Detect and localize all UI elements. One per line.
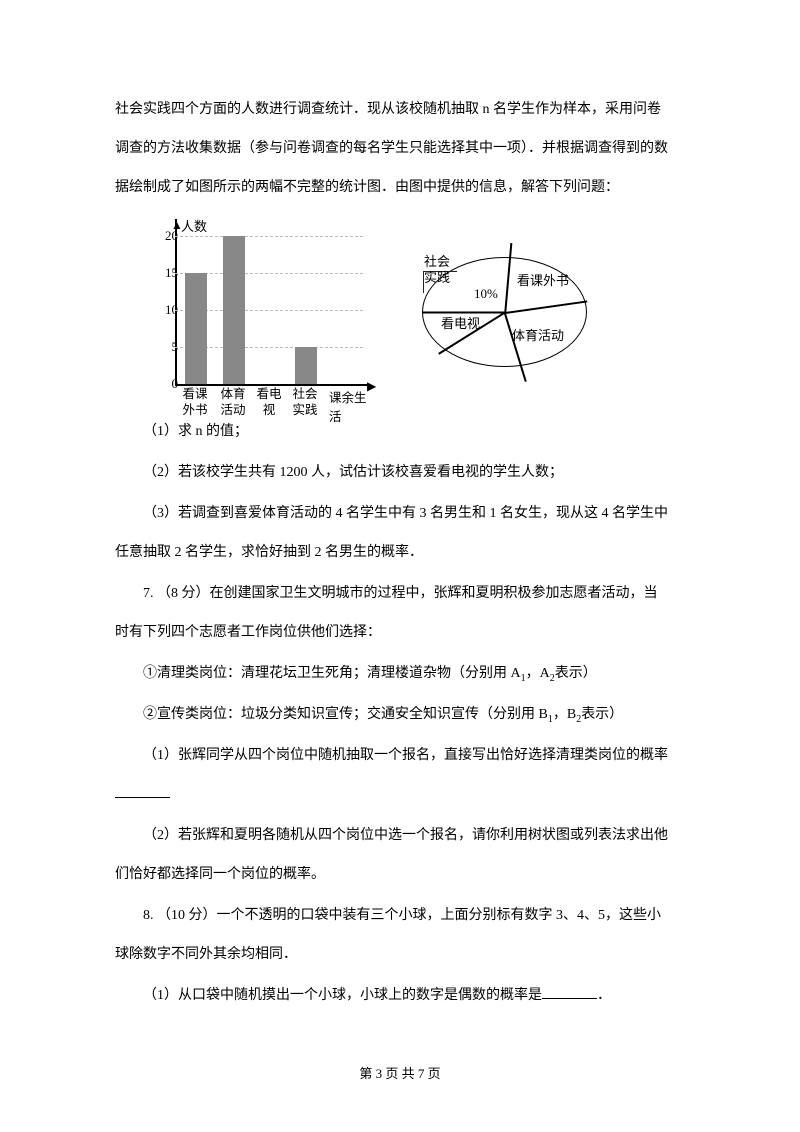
p7a2: 时有下列四个志愿者工作岗位供他们选择： xyxy=(115,615,685,650)
tick-5: 5 xyxy=(143,339,178,355)
tick-15: 15 xyxy=(143,265,178,281)
xlab-sports: 体育活动 xyxy=(217,387,249,418)
p7a: 7. （8 分）在创建国家卫生文明城市的过程中，张辉和夏明积极参加志愿者活动，当 xyxy=(115,576,685,611)
tick-20: 20 xyxy=(143,228,178,244)
p8b: 球除数字不同外其余均相同． xyxy=(115,937,685,972)
page-content: 社会实践四个方面的人数进行调查统计．现从该校随机抽取 n 名学生作为样本，采用问… xyxy=(0,0,800,1013)
xlab-tv: 看电视 xyxy=(253,387,285,418)
pie-label-tv: 看电视 xyxy=(441,317,480,332)
bar-social xyxy=(295,347,317,384)
page-footer: 第 3 页 共 7 页 xyxy=(0,1063,800,1082)
pie-pct: 10% xyxy=(474,287,498,302)
q1: （1）求 n 的值； xyxy=(115,414,685,449)
pie-label-books: 看课外书 xyxy=(517,274,569,289)
answer-blank-2[interactable] xyxy=(542,985,597,999)
intro-line-1: 社会实践四个方面的人数进行调查统计．现从该校随机抽取 n 名学生作为样本，采用问… xyxy=(115,92,685,127)
pie-label-social-1: 社会 xyxy=(424,255,450,270)
charts-container: ▲ ▶ 人数 0 5 10 15 20 看课外书 体育活动 看电视 社会实践 课… xyxy=(143,219,685,404)
bar-books xyxy=(185,273,207,384)
pie-label-sports: 体育活动 xyxy=(512,329,564,344)
p8q1: （1）从口袋中随机摸出一个小球，小球上的数字是偶数的概率是． xyxy=(115,978,685,1013)
xlab-books: 看课外书 xyxy=(179,387,211,418)
p7q2a: （2）若张辉和夏明各随机从四个岗位中选一个报名，请你利用树状图或列表法求出他 xyxy=(115,818,685,853)
q2: （2）若该校学生共有 1200 人，试估计该校喜爱看电视的学生人数； xyxy=(115,455,685,490)
q3b: 任意抽取 2 名学生，求恰好抽到 2 名男生的概率． xyxy=(115,535,685,570)
answer-blank-1[interactable] xyxy=(115,784,170,798)
p7opt1: ①清理类岗位：清理花坛卫生死角；清理楼道杂物（分别用 A1，A2表示） xyxy=(115,656,685,691)
tick-10: 10 xyxy=(143,302,178,318)
bar-sports xyxy=(223,236,245,384)
p7opt2: ②宣传类岗位：垃圾分类知识宣传；交通安全知识宣传（分别用 B1，B2表示） xyxy=(115,697,685,732)
pie-chart: 社会 实践 10% 看课外书 看电视 体育活动 xyxy=(387,227,597,402)
p7q2b: 们恰好都选择同一个岗位的概率。 xyxy=(115,857,685,892)
intro-line-3: 据绘制成了如图所示的两幅不完整的统计图．由图中提供的信息，解答下列问题： xyxy=(115,170,685,205)
p7q1-blank xyxy=(115,777,685,812)
bar-chart: ▲ ▶ 人数 0 5 10 15 20 看课外书 体育活动 看电视 社会实践 课… xyxy=(143,219,373,404)
tick-0: 0 xyxy=(143,376,178,392)
pie-label-social-2: 实践 xyxy=(424,271,450,286)
p8a: 8. （10 分）一个不透明的口袋中装有三个小球，上面分别标有数字 3、4、5，… xyxy=(115,898,685,933)
intro-line-2: 调查的方法收集数据（参与问卷调查的每名学生只能选择其中一项）．并根据调查得到的数 xyxy=(115,131,685,166)
q3a: （3）若调查到喜爱体育活动的 4 名学生中有 3 名男生和 1 名女生，现从这 … xyxy=(115,496,685,531)
p7q1: （1）张辉同学从四个岗位中随机抽取一个报名，直接写出恰好选择清理类岗位的概率 xyxy=(115,738,685,773)
x-axis-label: 课余生活 xyxy=(329,387,373,425)
xlab-social: 社会实践 xyxy=(289,387,321,418)
